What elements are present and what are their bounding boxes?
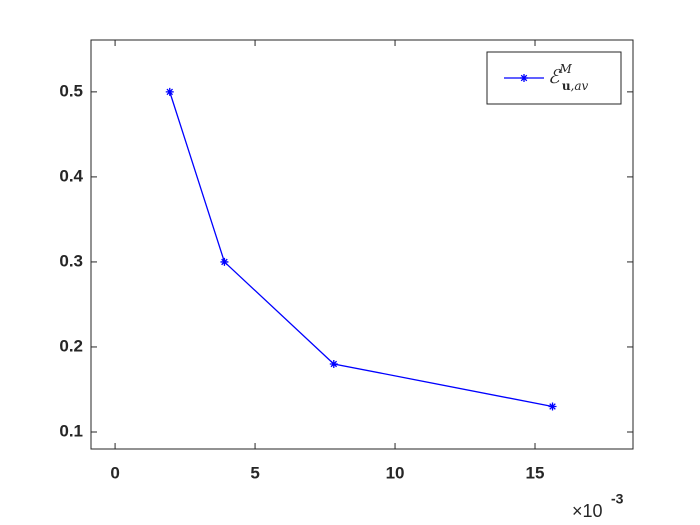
marker <box>220 257 229 266</box>
x-tick-label: 0 <box>110 463 119 482</box>
y-tick-label: 0.3 <box>59 251 83 270</box>
legend-sup: M <box>559 62 573 76</box>
plot-area <box>90 39 634 450</box>
x-tick-label: 5 <box>250 463 259 482</box>
legend-marker <box>520 74 528 82</box>
x-exponent: -3 <box>611 491 624 507</box>
y-tick-label: 0.2 <box>59 336 83 355</box>
y-tick-label: 0.1 <box>59 421 83 440</box>
marker <box>165 87 174 96</box>
legend-label: ℰM u,av <box>548 62 589 93</box>
x-exponent-base: ×10 <box>572 501 603 521</box>
legend-name: ℰ <box>548 66 562 88</box>
y-tick-label: 0.4 <box>59 166 83 185</box>
legend-sub-bold: u <box>562 79 571 93</box>
marker <box>329 359 338 368</box>
x-tick-label: 10 <box>386 463 405 482</box>
legend-sub: ,av <box>571 79 589 93</box>
marker <box>548 402 557 411</box>
line <box>169 91 553 408</box>
x-tick-label: 15 <box>526 463 545 482</box>
y-tick-label: 0.5 <box>59 81 83 100</box>
